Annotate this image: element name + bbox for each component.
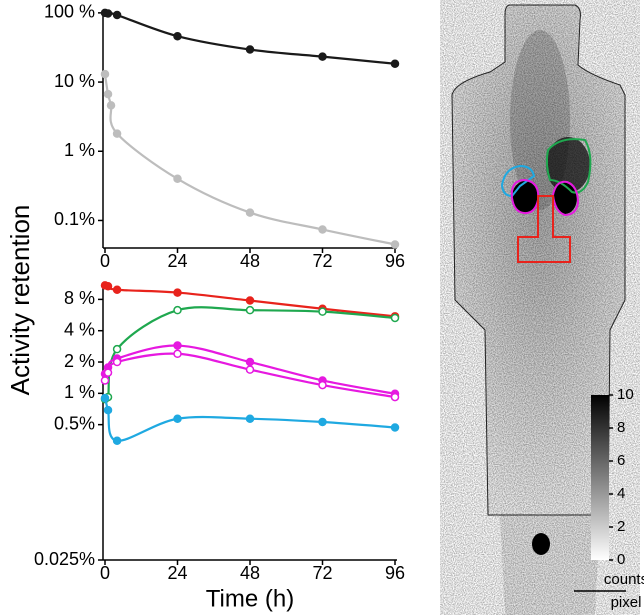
data-point	[112, 285, 122, 295]
y-tick-label: 10 %	[54, 71, 95, 91]
data-point	[173, 341, 182, 350]
colorbar	[591, 395, 609, 560]
x-tick-label: 24	[167, 251, 187, 271]
colorbar-tick-label: 4	[617, 485, 625, 502]
colorbar-tick-label: 8	[617, 419, 625, 436]
data-point	[112, 357, 122, 367]
x-tick-label: 0	[100, 563, 110, 583]
data-point	[112, 129, 122, 138]
data-point	[106, 101, 116, 110]
y-tick-label: 0.5%	[54, 413, 95, 433]
colorbar-tick-label: 10	[617, 386, 634, 403]
data-point	[245, 365, 255, 374]
y-tick-label: 2 %	[64, 351, 95, 371]
data-point	[318, 307, 327, 316]
data-point	[173, 31, 182, 41]
y-tick-label: 0.025%	[34, 549, 95, 569]
y-tick-label: 4 %	[64, 319, 95, 339]
data-point	[173, 288, 182, 297]
data-point	[390, 313, 400, 323]
data-point	[318, 380, 327, 390]
data-point	[245, 45, 255, 54]
x-tick-label: 0	[100, 251, 110, 271]
x-tick-label: 24	[167, 563, 187, 583]
x-tick-label: 96	[385, 251, 405, 271]
data-point	[112, 436, 122, 446]
colorbar-tick-label: 2	[617, 518, 625, 535]
data-point	[245, 414, 255, 423]
data-point	[112, 344, 122, 354]
colorbar-tick-label: 6	[617, 452, 625, 469]
scan-image	[440, 0, 640, 615]
y-tick-label: 0.1%	[54, 209, 95, 229]
data-point	[103, 368, 113, 377]
data-point	[100, 376, 110, 385]
series-line	[104, 11, 396, 65]
data-point	[173, 414, 182, 423]
y-axis-label: Activity retention	[5, 205, 35, 396]
data-point	[103, 405, 113, 415]
x-tick-label: 48	[240, 563, 260, 583]
x-tick-label: 72	[312, 251, 332, 271]
x-axis-label: Time (h)	[206, 585, 294, 612]
data-point	[103, 281, 113, 291]
data-point	[112, 10, 122, 20]
data-point	[173, 174, 182, 184]
series-line	[103, 74, 396, 246]
data-point	[318, 225, 327, 234]
y-tick-label: 1 %	[64, 382, 95, 402]
data-point	[100, 69, 110, 79]
colorbar-tick-label: 0	[617, 551, 625, 568]
colorbar-label: pixel	[611, 594, 642, 611]
data-point	[318, 417, 327, 427]
data-point	[390, 392, 400, 402]
y-tick-label: 1 %	[64, 140, 95, 160]
data-point	[245, 296, 255, 305]
colorbar-label: counts	[604, 571, 644, 588]
y-tick-label: 8 %	[64, 288, 95, 308]
x-tick-label: 48	[240, 251, 260, 271]
x-tick-label: 96	[385, 563, 405, 583]
y-tick-label: 100 %	[44, 2, 95, 22]
data-point	[103, 9, 113, 18]
data-point	[173, 305, 182, 315]
data-point	[318, 52, 327, 61]
x-tick-label: 72	[312, 563, 332, 583]
data-point	[245, 208, 255, 217]
data-point	[173, 349, 182, 359]
data-point	[390, 423, 400, 432]
data-point	[245, 305, 255, 315]
data-point	[103, 89, 113, 99]
data-point	[390, 240, 400, 249]
data-point	[100, 393, 110, 403]
data-point	[245, 357, 255, 367]
data-point	[390, 59, 400, 68]
